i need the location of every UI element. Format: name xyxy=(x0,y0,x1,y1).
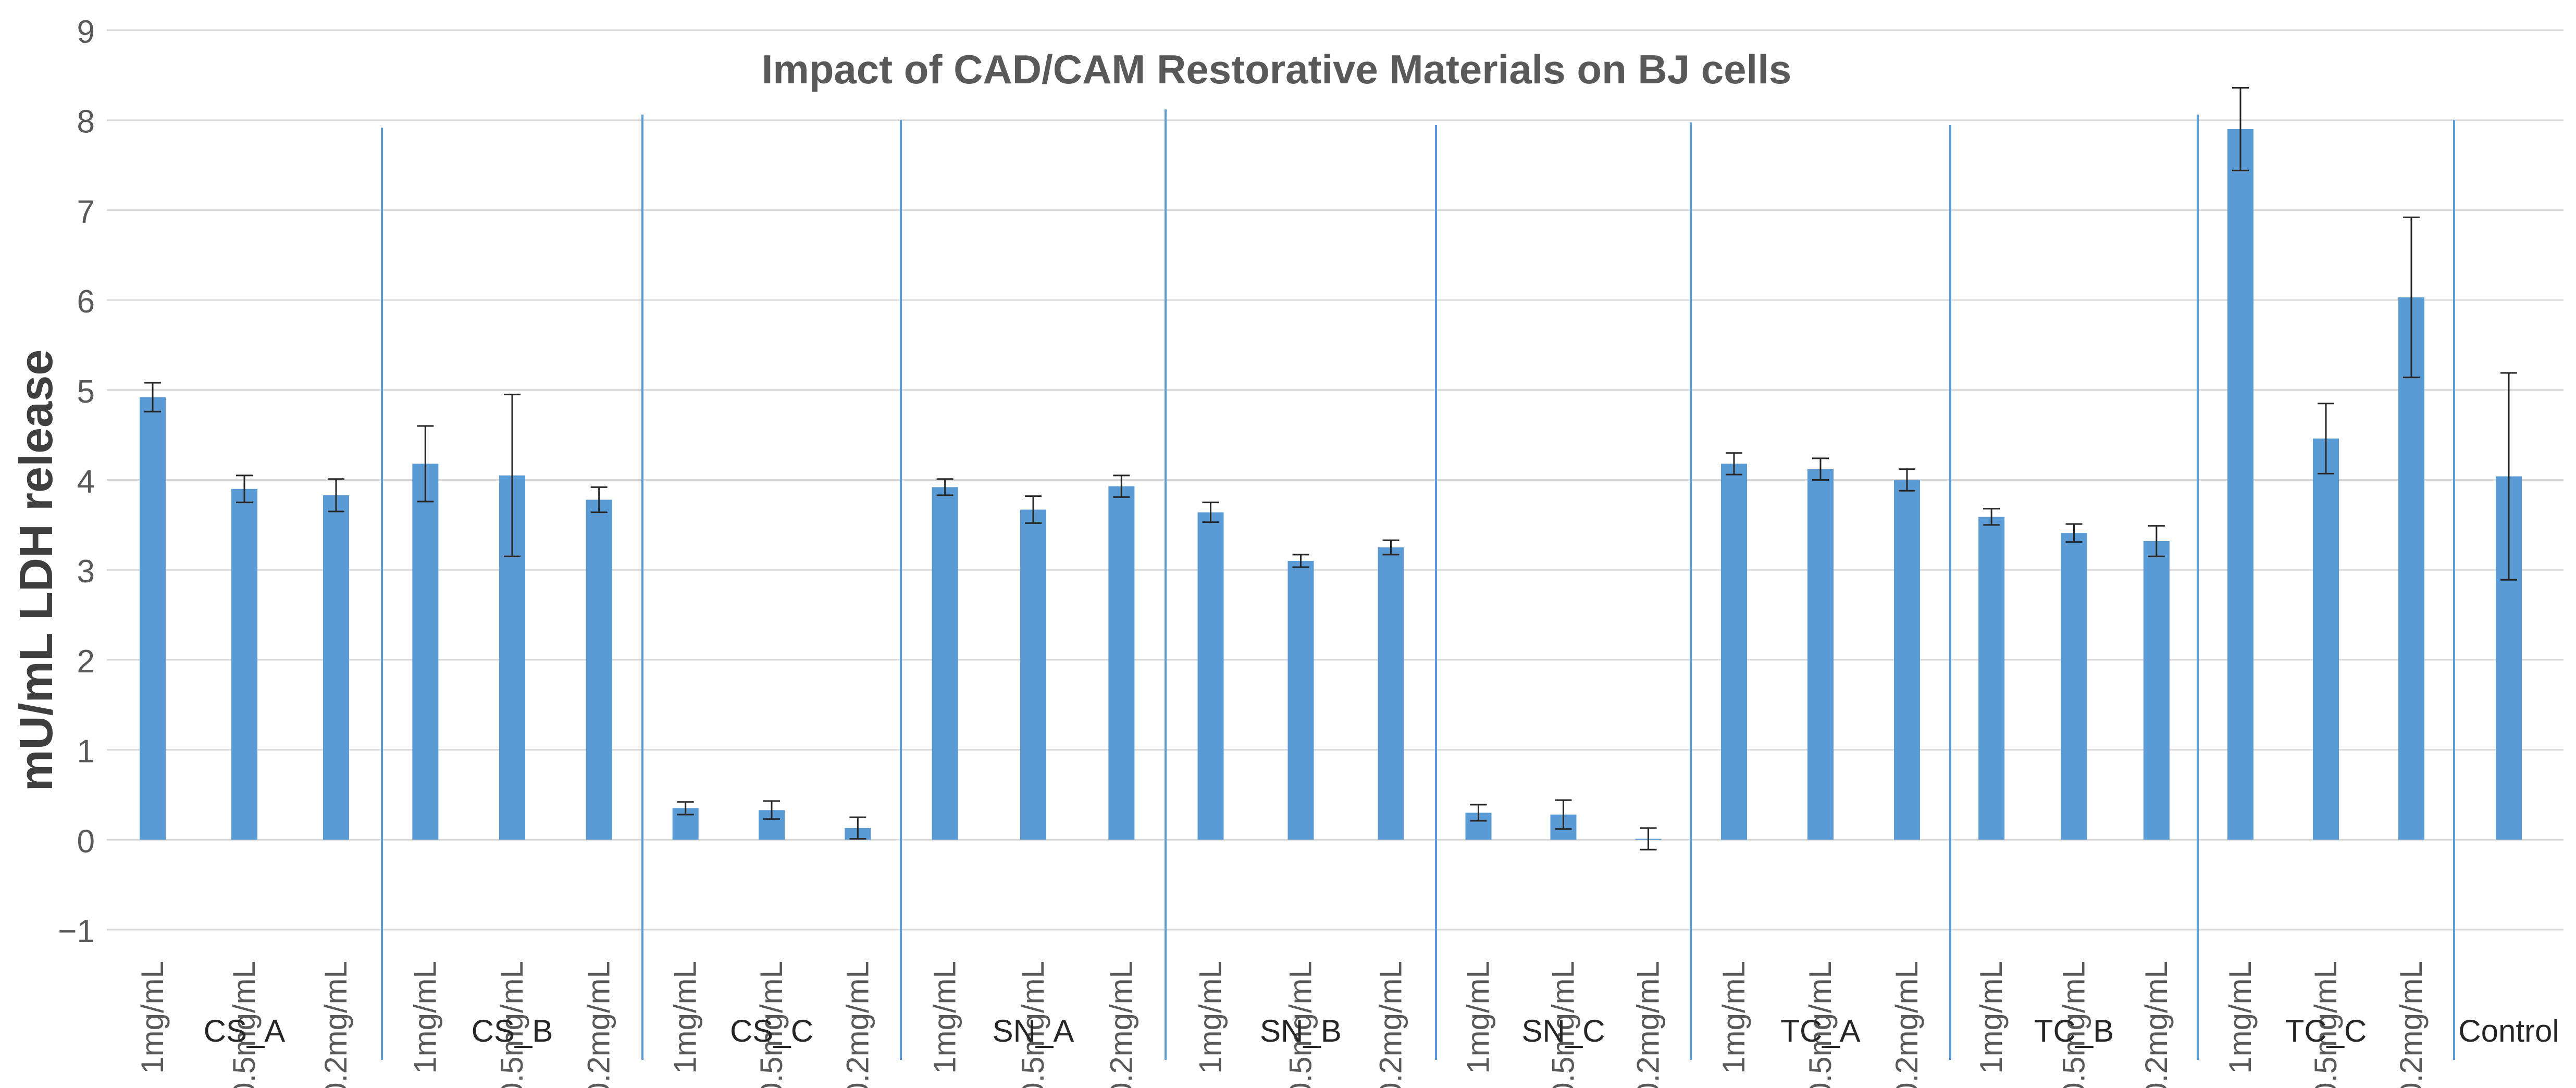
x-tick-label: 1mg/mL xyxy=(1974,961,2009,1074)
bar xyxy=(231,489,257,840)
chart-title: Impact of CAD/CAM Restorative Materials … xyxy=(761,46,1792,92)
y-tick-label: 8 xyxy=(77,104,95,140)
bar xyxy=(412,464,439,840)
group-label: CS_C xyxy=(730,1014,813,1048)
x-tick-label: 0.2mg/mL xyxy=(2394,961,2429,1088)
group-label: TC_B xyxy=(2034,1014,2114,1048)
x-tick-label: 0.5mg/mL xyxy=(494,961,529,1088)
bar xyxy=(2143,541,2170,840)
x-tick-label: 1mg/mL xyxy=(927,961,962,1074)
bar xyxy=(1108,486,1135,840)
bar xyxy=(2398,297,2424,840)
bar xyxy=(1807,469,1834,840)
x-tick-label: 1mg/mL xyxy=(668,961,703,1074)
bar xyxy=(586,499,612,840)
bar xyxy=(932,487,958,840)
y-tick-label: 2 xyxy=(77,644,95,680)
bar xyxy=(2061,533,2087,840)
x-tick-label: 1mg/mL xyxy=(1193,961,1228,1074)
bar xyxy=(2227,129,2253,840)
bar xyxy=(1287,560,1314,840)
x-tick-label: 0.2mg/mL xyxy=(1104,961,1138,1088)
group-label: SN_B xyxy=(1260,1014,1342,1048)
y-tick-label: 9 xyxy=(77,14,95,50)
group-label: Control xyxy=(2458,1014,2559,1048)
x-tick-label: 0.2mg/mL xyxy=(840,961,875,1088)
x-tick-label: 0.2mg/mL xyxy=(581,961,616,1088)
x-tick-label: 0.5mg/mL xyxy=(1803,961,1838,1088)
y-tick-label: 4 xyxy=(77,464,95,500)
bar xyxy=(1894,480,1920,840)
x-tick-label: 0.5mg/mL xyxy=(1546,961,1581,1088)
x-tick-label: 0.5mg/mL xyxy=(227,961,262,1088)
bar xyxy=(1197,512,1224,840)
x-tick-label: 0.2mg/mL xyxy=(318,961,353,1088)
y-tick-label: 6 xyxy=(77,284,95,320)
x-tick-label: 1mg/mL xyxy=(2223,961,2258,1074)
x-tick-label: 0.2mg/mL xyxy=(2139,961,2174,1088)
x-tick-label: 0.2mg/mL xyxy=(1373,961,1408,1088)
x-tick-label: 0.5mg/mL xyxy=(754,961,789,1088)
x-tick-label: 1mg/mL xyxy=(407,961,442,1074)
x-tick-label: 1mg/mL xyxy=(1716,961,1751,1074)
x-tick-label: 0.5mg/mL xyxy=(2057,961,2091,1088)
x-tick-label: 0.2mg/mL xyxy=(1631,961,1666,1088)
bar xyxy=(2313,439,2339,840)
group-label: SN_A xyxy=(993,1014,1074,1048)
y-tick-label: 7 xyxy=(77,194,95,230)
group-label: CS_A xyxy=(204,1014,286,1048)
group-label: SN_C xyxy=(1521,1014,1605,1048)
bar xyxy=(140,397,166,840)
x-tick-label: 1mg/mL xyxy=(1461,961,1496,1074)
y-tick-label: 0 xyxy=(77,823,95,859)
bar xyxy=(1020,509,1046,840)
bar xyxy=(1978,517,2005,840)
group-label: TC_A xyxy=(1780,1014,1860,1048)
bar xyxy=(323,495,349,840)
y-tick-label: 3 xyxy=(77,554,95,590)
x-tick-label: 0.2mg/mL xyxy=(1889,961,1924,1088)
group-label: TC_C xyxy=(2285,1014,2367,1048)
x-tick-label: 0.5mg/mL xyxy=(2308,961,2343,1088)
y-tick-label: 1 xyxy=(77,734,95,770)
x-tick-label: 1mg/mL xyxy=(135,961,170,1074)
x-tick-label: 0.5mg/mL xyxy=(1283,961,1318,1088)
group-label: CS_B xyxy=(472,1014,553,1048)
bar xyxy=(1378,547,1404,840)
x-tick-label: 0.5mg/mL xyxy=(1015,961,1050,1088)
bar xyxy=(1721,464,1747,840)
y-tick-label: 5 xyxy=(77,374,95,410)
y-tick-label: −1 xyxy=(58,914,95,949)
